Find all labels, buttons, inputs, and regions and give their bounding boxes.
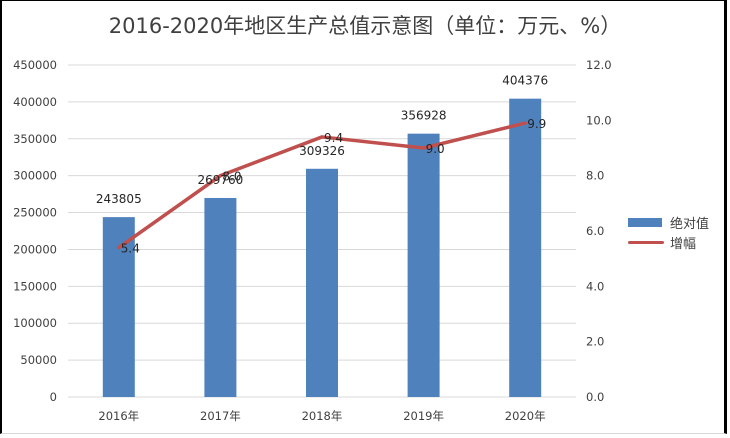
- growth-line: [117, 121, 527, 250]
- bar-data-label: 404376: [502, 74, 548, 88]
- x-axis-tick: 2020年: [505, 409, 546, 423]
- bar: [204, 197, 237, 397]
- line-data-label: 9.9: [527, 117, 546, 131]
- x-axis-tick: 2016年: [98, 409, 139, 423]
- line-data-label: 8.0: [222, 170, 241, 184]
- left-axis-tick: 200000: [13, 242, 57, 256]
- left-axis-tick: 100000: [13, 316, 57, 330]
- legend-item-absolute: 绝对值: [628, 212, 709, 232]
- left-axis-tick: 350000: [13, 132, 57, 146]
- bar: [306, 168, 338, 397]
- right-axis-tick: 0.0: [586, 390, 604, 404]
- right-axis-tick: 2.0: [586, 335, 604, 349]
- legend-label: 增幅: [670, 236, 697, 252]
- chart-title: 2016-2020年地区生产总值示意图（单位：万元、%）: [108, 14, 622, 38]
- left-axis-tick: 250000: [13, 206, 57, 220]
- bar: [509, 98, 542, 397]
- x-axis-tick: 2017年: [200, 409, 241, 423]
- line-swatch-icon: [628, 240, 664, 244]
- bar-data-label: 269760: [197, 173, 243, 187]
- line-data-label: 5.4: [121, 242, 140, 256]
- right-axis-tick: 10.0: [586, 113, 612, 127]
- bar-data-label: 356928: [401, 109, 447, 123]
- bar-data-label: 243805: [96, 192, 142, 206]
- left-axis-tick: 450000: [13, 58, 57, 72]
- right-axis-tick: 4.0: [586, 279, 604, 293]
- line-data-label: 9.4: [324, 131, 343, 145]
- left-axis-tick: 150000: [13, 279, 57, 293]
- right-axis-tick: 8.0: [586, 169, 604, 183]
- x-axis-tick: 2018年: [302, 409, 343, 423]
- legend-label: 绝对值: [670, 216, 710, 232]
- line-data-label: 9.0: [426, 142, 445, 156]
- bar-data-label: 309326: [299, 144, 345, 158]
- bar: [407, 133, 440, 398]
- left-axis-tick: 0: [50, 390, 57, 404]
- left-axis-tick: 50000: [20, 353, 57, 367]
- legend-item-growth: 增幅: [628, 232, 709, 252]
- left-axis-tick: 400000: [13, 95, 57, 109]
- right-axis-tick: 12.0: [586, 58, 612, 72]
- bar-swatch-icon: [628, 217, 662, 227]
- left-axis-tick: 300000: [13, 169, 57, 183]
- right-axis-tick: 6.0: [586, 224, 604, 238]
- legend: 绝对值 增幅: [628, 212, 709, 252]
- x-axis-tick: 2019年: [403, 409, 444, 423]
